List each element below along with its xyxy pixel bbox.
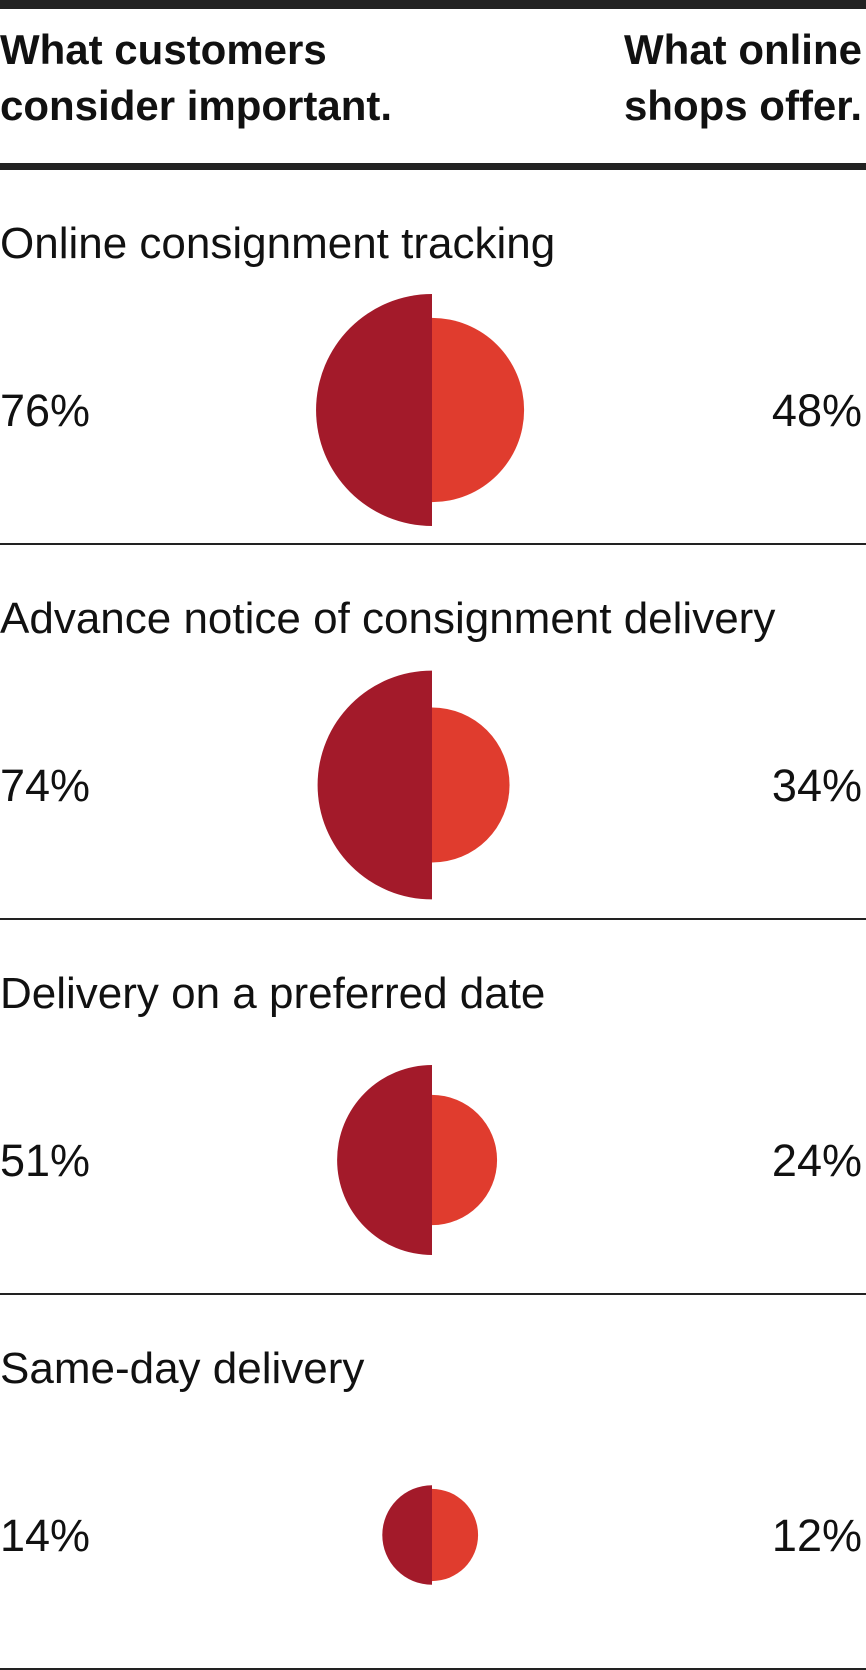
row-divider [0,543,866,545]
value-label: 48% [772,385,862,436]
left-half-circle [382,1485,432,1585]
value-label: 74% [0,760,90,811]
right-half-circle [432,1488,479,1582]
category-label: Delivery on a preferred date [0,969,545,1018]
value-label: 34% [772,760,862,811]
row-divider [0,1668,866,1670]
value-label: 14% [0,1510,90,1561]
legend-right: What online shops offer. [623,26,862,129]
row-divider [0,1293,866,1295]
category-label: Advance notice of consignment delivery [0,594,775,643]
top-rule [0,0,866,9]
left-half-circle [316,294,432,526]
header-rule [0,163,866,170]
left-half-circle [337,1065,432,1255]
category-label: Same-day delivery [0,1344,364,1393]
value-label: 76% [0,385,90,436]
right-half-circle [432,707,510,863]
legend-left: What customers consider important. [0,26,393,129]
value-label: 51% [0,1135,90,1186]
value-label: 12% [772,1510,862,1561]
left-half-circle [317,670,432,900]
right-half-circle [432,317,525,503]
value-label: 24% [772,1135,862,1186]
right-half-circle [432,1094,498,1226]
category-label: Online consignment tracking [0,219,555,268]
row-divider [0,918,866,920]
